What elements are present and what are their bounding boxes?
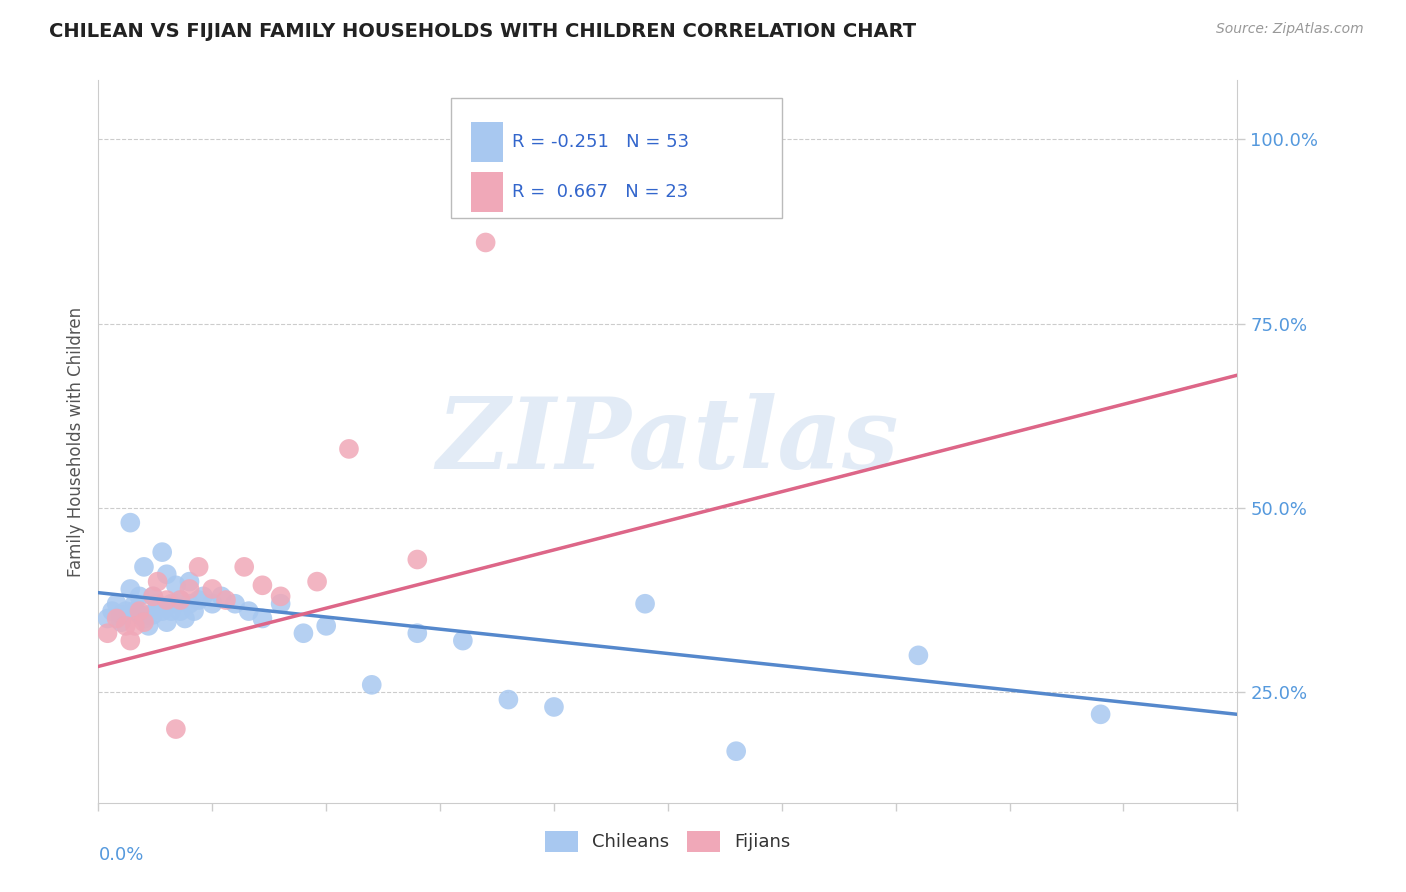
Point bbox=[105, 597, 128, 611]
Point bbox=[114, 604, 136, 618]
Point bbox=[160, 604, 183, 618]
Point bbox=[179, 597, 201, 611]
Point bbox=[270, 590, 292, 604]
FancyBboxPatch shape bbox=[471, 122, 503, 161]
Point bbox=[498, 692, 520, 706]
Point bbox=[156, 615, 179, 630]
Point bbox=[360, 678, 382, 692]
Point bbox=[307, 574, 329, 589]
Point bbox=[138, 619, 160, 633]
Point bbox=[169, 593, 191, 607]
Point bbox=[315, 619, 337, 633]
Point bbox=[146, 574, 169, 589]
Point bbox=[165, 578, 187, 592]
Point bbox=[101, 604, 124, 618]
Point bbox=[215, 593, 238, 607]
Point bbox=[183, 604, 205, 618]
Text: R = -0.251   N = 53: R = -0.251 N = 53 bbox=[512, 133, 689, 151]
Point bbox=[156, 567, 179, 582]
Point bbox=[142, 590, 165, 604]
Text: CHILEAN VS FIJIAN FAMILY HOUSEHOLDS WITH CHILDREN CORRELATION CHART: CHILEAN VS FIJIAN FAMILY HOUSEHOLDS WITH… bbox=[49, 22, 917, 41]
Point bbox=[128, 590, 150, 604]
Point bbox=[179, 582, 201, 596]
Point bbox=[252, 611, 274, 625]
Point bbox=[132, 615, 155, 630]
Point bbox=[406, 626, 429, 640]
Point bbox=[114, 619, 136, 633]
Point bbox=[142, 607, 165, 622]
Text: R =  0.667   N = 23: R = 0.667 N = 23 bbox=[512, 183, 688, 202]
Point bbox=[124, 619, 146, 633]
Point bbox=[474, 235, 496, 250]
Point bbox=[224, 597, 246, 611]
Point bbox=[543, 700, 565, 714]
Point bbox=[128, 607, 150, 622]
Point bbox=[165, 722, 187, 736]
Point bbox=[160, 597, 183, 611]
Point bbox=[110, 615, 132, 630]
Point bbox=[156, 593, 179, 607]
FancyBboxPatch shape bbox=[471, 172, 503, 212]
Point bbox=[725, 744, 748, 758]
Point bbox=[120, 633, 142, 648]
Point bbox=[252, 578, 274, 592]
Point bbox=[142, 590, 165, 604]
Point bbox=[124, 597, 146, 611]
Point bbox=[120, 582, 142, 596]
Text: 0.0%: 0.0% bbox=[98, 847, 143, 864]
Point bbox=[150, 545, 173, 559]
Point bbox=[187, 593, 209, 607]
Point bbox=[406, 552, 429, 566]
Point bbox=[201, 597, 224, 611]
Point bbox=[96, 611, 118, 625]
Point bbox=[124, 604, 146, 618]
Point bbox=[451, 633, 474, 648]
Legend: Chileans, Fijians: Chileans, Fijians bbox=[538, 823, 797, 859]
Point bbox=[169, 593, 191, 607]
Point bbox=[193, 590, 215, 604]
Point bbox=[337, 442, 360, 456]
Point bbox=[179, 574, 201, 589]
Point bbox=[292, 626, 315, 640]
Point bbox=[110, 607, 132, 622]
Point bbox=[105, 611, 128, 625]
FancyBboxPatch shape bbox=[451, 98, 782, 218]
Y-axis label: Family Households with Children: Family Households with Children bbox=[66, 307, 84, 576]
Point bbox=[132, 560, 155, 574]
Point bbox=[96, 626, 118, 640]
Point bbox=[907, 648, 929, 663]
Point bbox=[165, 597, 187, 611]
Point bbox=[132, 611, 155, 625]
Point bbox=[209, 590, 232, 604]
Point bbox=[238, 604, 260, 618]
Point bbox=[174, 611, 197, 625]
Text: Source: ZipAtlas.com: Source: ZipAtlas.com bbox=[1216, 22, 1364, 37]
Point bbox=[146, 600, 169, 615]
Point bbox=[270, 597, 292, 611]
Point bbox=[128, 604, 150, 618]
Point bbox=[120, 516, 142, 530]
Point bbox=[150, 604, 173, 618]
Point bbox=[634, 597, 657, 611]
Point bbox=[138, 607, 160, 622]
Point bbox=[169, 604, 191, 618]
Point bbox=[201, 582, 224, 596]
Point bbox=[187, 560, 209, 574]
Point bbox=[233, 560, 256, 574]
Point bbox=[146, 597, 169, 611]
Text: ZIPatlas: ZIPatlas bbox=[437, 393, 898, 490]
Point bbox=[1090, 707, 1112, 722]
